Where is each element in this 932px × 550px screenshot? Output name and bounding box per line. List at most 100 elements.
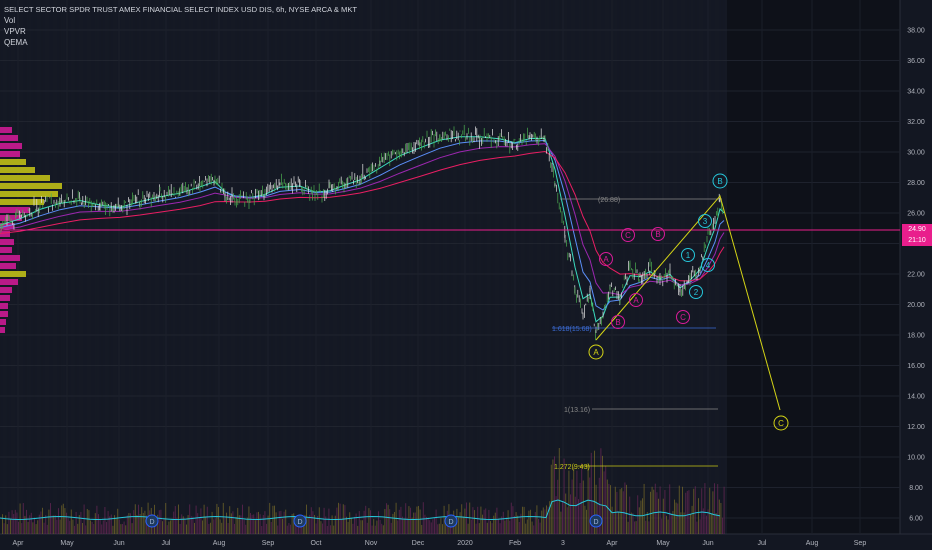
- price-tick-label: 32.00: [907, 119, 925, 126]
- svg-text:D: D: [149, 519, 154, 526]
- volume-bar: [312, 511, 314, 534]
- dividend-marker-3: D: [444, 514, 458, 528]
- volume-bar: [522, 506, 523, 534]
- volume-bar: [106, 522, 107, 534]
- volume-profile-bar: [0, 191, 58, 197]
- volume-bar: [114, 515, 115, 534]
- volume-bar: [614, 486, 616, 534]
- volume-profile-bar: [0, 231, 10, 237]
- dividend-markers[interactable]: D D D D: [145, 514, 603, 528]
- volume-bar: [638, 507, 640, 534]
- volume-bar: [232, 511, 234, 534]
- chart-legend[interactable]: SELECT SECTOR SPDR TRUST AMEX FINANCIAL …: [4, 4, 357, 48]
- volume-bar: [413, 512, 415, 534]
- price-tick-label: 38.00: [907, 28, 925, 35]
- volume-bar: [523, 506, 525, 534]
- volume-bar: [634, 521, 635, 534]
- volume-bar: [509, 520, 511, 534]
- volume-bar: [482, 514, 483, 534]
- volume-bar: [552, 459, 554, 534]
- volume-bar: [477, 506, 479, 534]
- volume-bar: [157, 514, 159, 534]
- time-label: Dec: [412, 540, 425, 547]
- time-axis-labels[interactable]: Apr May Jun Jul Aug Sep Oct Nov Dec 2020 Feb 3 Apr Ma…: [13, 540, 867, 547]
- svg-text:B: B: [717, 177, 722, 186]
- volume-bar: [141, 507, 143, 534]
- volume-bar: [557, 479, 559, 534]
- volume-bar: [429, 520, 431, 534]
- time-label: May: [656, 540, 670, 547]
- volume-profile-bar: [0, 175, 50, 181]
- volume-bar: [682, 486, 683, 534]
- volume-bar: [418, 505, 419, 534]
- volume-bar: [155, 524, 157, 534]
- volume-bar: [461, 504, 463, 534]
- volume-bar: [549, 501, 551, 534]
- volume-bar: [331, 515, 333, 534]
- volume-bar: [715, 513, 717, 534]
- volume-profile-bar: [0, 135, 18, 141]
- volume-bar: [562, 501, 563, 534]
- volume-bar: [438, 523, 440, 534]
- volume-bar: [478, 523, 480, 534]
- volume-bar: [142, 512, 144, 534]
- volume-bar: [542, 507, 544, 534]
- volume-profile-bar: [0, 287, 12, 293]
- volume-bar: [234, 523, 235, 534]
- volume-bar: [530, 509, 531, 534]
- volume-bar: [282, 518, 283, 534]
- volume-bar: [515, 512, 517, 534]
- indicator-qema[interactable]: QEMA: [4, 38, 28, 47]
- volume-bar: [651, 486, 653, 534]
- volume-bar: [381, 523, 383, 534]
- volume-bar: [48, 509, 50, 534]
- volume-bar: [688, 490, 690, 534]
- svg-text:D: D: [448, 519, 453, 526]
- indicator-volume[interactable]: Vol: [4, 16, 16, 25]
- volume-bar: [410, 507, 411, 534]
- volume-bar: [328, 508, 330, 534]
- volume-bar: [467, 523, 469, 534]
- volume-bar: [229, 506, 231, 534]
- price-tick-label: 8.00: [909, 485, 923, 492]
- volume-bar: [501, 516, 503, 534]
- volume-bar: [306, 504, 307, 534]
- volume-bar: [462, 516, 464, 534]
- volume-bar: [254, 520, 256, 534]
- volume-bar: [594, 450, 595, 534]
- volume-bar: [442, 524, 443, 534]
- time-label: 2020: [457, 540, 473, 547]
- volume-bar: [174, 506, 176, 534]
- indicator-vpvr[interactable]: VPVR: [4, 27, 26, 36]
- volume-bar: [109, 516, 111, 534]
- volume-bar: [194, 522, 195, 534]
- volume-bar: [670, 513, 672, 534]
- symbol-title[interactable]: SELECT SECTOR SPDR TRUST AMEX FINANCIAL …: [4, 5, 358, 14]
- volume-bar: [496, 507, 498, 534]
- volume-bar: [251, 514, 253, 534]
- volume-bar: [600, 448, 602, 534]
- volume-bar: [613, 512, 615, 534]
- volume-bar: [355, 513, 357, 534]
- volume-bar: [221, 522, 223, 534]
- volume-bar: [533, 525, 535, 534]
- volume-bar: [696, 521, 698, 534]
- volume-bar: [392, 513, 394, 534]
- volume-bar: [248, 506, 250, 534]
- svg-text:B: B: [655, 230, 660, 239]
- volume-bar: [528, 510, 530, 534]
- volume-bar: [14, 509, 16, 534]
- fib-label-1272: 1.272(9.43): [554, 464, 590, 471]
- volume-bar: [296, 524, 298, 534]
- volume-bar: [690, 514, 691, 534]
- volume-bar: [123, 521, 125, 534]
- volume-bar: [5, 515, 7, 534]
- volume-bar: [58, 508, 59, 534]
- volume-bar: [275, 512, 277, 534]
- volume-bar: [2, 514, 3, 534]
- volume-bar: [264, 511, 266, 534]
- volume-bar: [243, 520, 245, 534]
- volume-bar: [294, 523, 296, 534]
- volume-bar: [94, 513, 96, 534]
